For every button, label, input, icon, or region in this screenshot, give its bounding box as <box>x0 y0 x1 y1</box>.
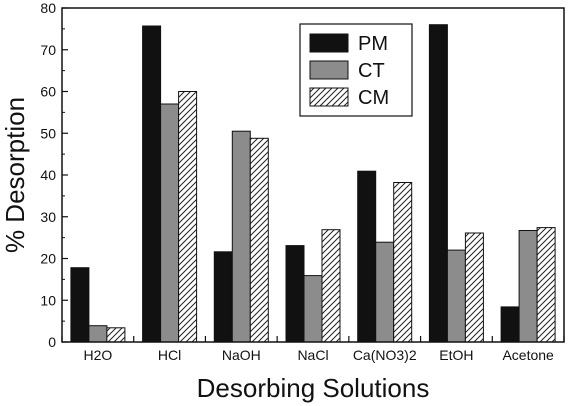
bar-cm-5 <box>464 232 484 343</box>
y-tick-label-8: 80 <box>40 0 56 16</box>
y-tick-label-5: 50 <box>40 125 56 141</box>
x-tick-label-3: NaCl <box>297 347 328 363</box>
x-tick-label-6: Acetone <box>502 347 554 363</box>
bar-ct-2 <box>231 130 251 343</box>
bar-ct-4 <box>375 241 395 343</box>
legend-swatch-pm <box>309 33 349 53</box>
legend-swatch-cm <box>309 87 349 107</box>
legend-label-ct: CT <box>358 60 385 82</box>
bar-cm-0 <box>106 327 126 343</box>
x-tick-label-2: NaOH <box>222 347 261 363</box>
y-tick-label-6: 60 <box>40 84 56 100</box>
y-tick-label-0: 0 <box>48 334 56 350</box>
bar-ct-0 <box>88 325 108 343</box>
bar-pm-4 <box>357 170 377 343</box>
bar-ct-6 <box>518 230 538 343</box>
x-tick-label-5: EtOH <box>439 347 473 363</box>
bar-cm-4 <box>393 182 413 343</box>
bar-pm-0 <box>70 267 90 343</box>
y-tick-label-1: 10 <box>40 292 56 308</box>
bar-ct-3 <box>303 275 323 343</box>
y-tick-label-3: 30 <box>40 209 56 225</box>
x-tick-label-4: Ca(NO3)2 <box>353 347 417 363</box>
y-tick-label-7: 70 <box>40 42 56 58</box>
legend-label-cm: CM <box>358 87 389 109</box>
x-tick-label-1: HCl <box>158 347 181 363</box>
x-axis-title: Desorbing Solutions <box>197 373 430 403</box>
y-tick-label-4: 40 <box>40 167 56 183</box>
bar-cm-1 <box>178 91 198 343</box>
legend-swatch-ct <box>309 60 349 80</box>
bar-pm-2 <box>213 251 233 343</box>
bar-pm-3 <box>285 245 305 343</box>
y-axis-title: % Desorption <box>0 97 30 253</box>
bar-pm-5 <box>428 24 448 343</box>
bar-cm-6 <box>536 227 556 343</box>
bar-cm-3 <box>321 229 341 343</box>
bar-ct-5 <box>446 249 466 343</box>
bar-cm-2 <box>249 137 269 343</box>
plot-area: 0 10 20 30 40 50 60 70 80 H2O HCl NaOH NaCl Ca(NO3)2 E… <box>40 0 565 363</box>
bar-pm-6 <box>500 306 520 343</box>
x-tick-label-0: H2O <box>83 347 112 363</box>
bar-ct-1 <box>160 103 180 343</box>
y-tick-label-2: 20 <box>40 251 56 267</box>
legend-label-pm: PM <box>358 33 388 55</box>
legend: PM CT CM <box>299 23 413 117</box>
bar-pm-1 <box>142 25 162 343</box>
